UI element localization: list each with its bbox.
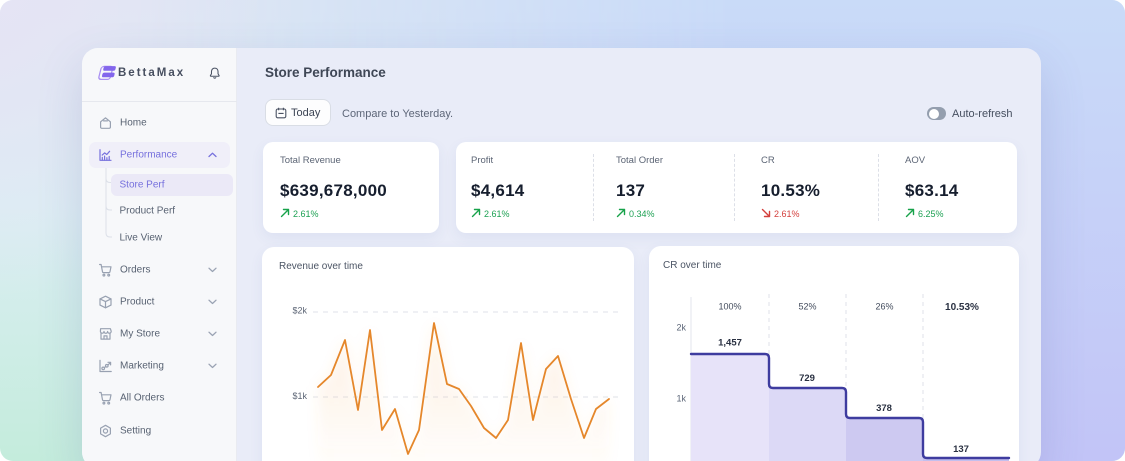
- svg-text:378: 378: [876, 403, 892, 414]
- svg-text:$2k: $2k: [292, 306, 307, 316]
- svg-text:$1k: $1k: [292, 391, 307, 401]
- svg-text:26%: 26%: [875, 301, 893, 311]
- svg-text:137: 137: [953, 444, 969, 455]
- svg-text:729: 729: [799, 373, 815, 384]
- svg-text:1k: 1k: [676, 394, 686, 404]
- svg-text:100%: 100%: [718, 301, 741, 311]
- svg-text:2k: 2k: [676, 323, 686, 333]
- svg-text:10.53%: 10.53%: [945, 302, 979, 313]
- svg-text:1,457: 1,457: [718, 337, 742, 348]
- svg-text:52%: 52%: [798, 301, 816, 311]
